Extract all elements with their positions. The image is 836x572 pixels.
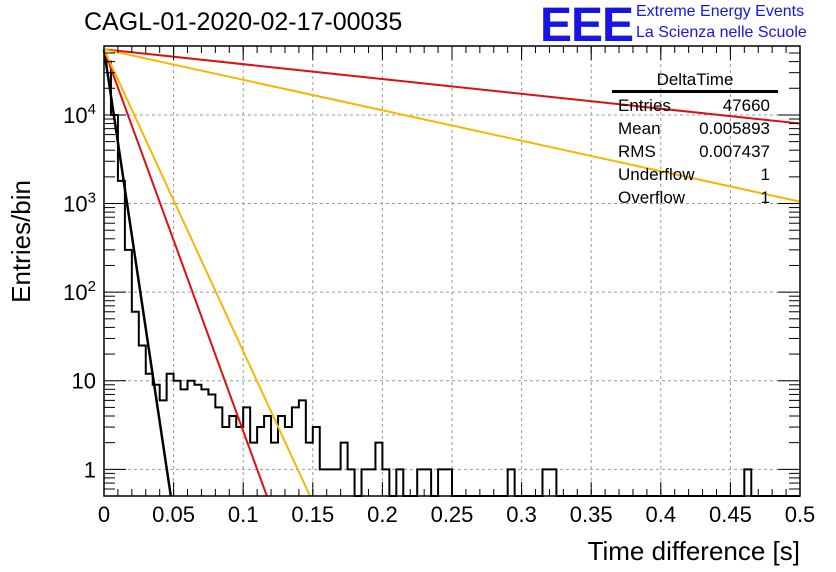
y-tick-label: 104	[63, 101, 96, 128]
x-tick-label: 0.25	[431, 502, 474, 527]
x-tick-label: 0.35	[570, 502, 613, 527]
stats-row: RMS 0.007437	[612, 140, 778, 163]
logo-subtitle-1: Extreme Energy Events	[636, 3, 805, 20]
x-tick-label: 0.05	[152, 502, 195, 527]
y-tick-label: 10	[72, 369, 96, 394]
x-tick-label: 0.45	[709, 502, 752, 527]
stats-label: Overflow	[618, 188, 686, 207]
stats-row: Underflow 1	[612, 163, 778, 186]
x-tick-label: 0.2	[367, 502, 398, 527]
fit-line	[103, 49, 268, 497]
stats-row: Overflow 1	[612, 186, 778, 209]
stats-label: Entries	[618, 96, 671, 115]
x-tick-label: 0.5	[785, 502, 816, 527]
fit-lines	[102, 48, 801, 497]
stats-row: Entries 47660	[612, 94, 778, 117]
stats-box-title: DeltaTime	[612, 70, 778, 93]
x-tick-label: 0	[98, 502, 110, 527]
stats-value: 0.005893	[699, 119, 770, 138]
stats-label: Mean	[618, 119, 661, 138]
stats-value: 1	[760, 165, 770, 184]
logo-subtitle-2: La Scienza nelle Scuole	[636, 24, 807, 41]
axes: 0 0.05 0.1 0.15 0.2 0.25 0.3 0.35 0.4 0.45 0.5 1 10 1…	[63, 45, 816, 527]
fit-line	[103, 48, 801, 125]
stats-value: 0.007437	[699, 142, 770, 161]
x-tick-label: 0.1	[228, 502, 259, 527]
fit-line	[103, 48, 311, 497]
stats-label: RMS	[618, 142, 656, 161]
chart-title: CAGL-01-2020-02-17-00035	[84, 8, 403, 36]
fit-line	[103, 48, 801, 203]
y-tick-label: 103	[63, 190, 96, 217]
stats-box: DeltaTime Entries 47660 Mean 0.005893 RMS 0.0…	[612, 70, 778, 209]
x-tick-label: 0.3	[506, 502, 537, 527]
fit-line	[102, 49, 173, 497]
stats-value: 47660	[722, 96, 770, 115]
stats-row: Mean 0.005893	[612, 117, 778, 140]
x-axis-label: Time difference [s]	[588, 536, 800, 566]
x-tick-label: 0.4	[646, 502, 677, 527]
x-tick-label: 0.15	[291, 502, 334, 527]
stats-label: Underflow	[618, 165, 695, 184]
y-tick-label: 1	[84, 457, 96, 482]
y-tick-label: 102	[63, 278, 96, 305]
eee-logo: EEE	[540, 0, 634, 52]
stats-value: 1	[760, 188, 770, 207]
y-axis-label: Entries/bin	[6, 180, 36, 303]
